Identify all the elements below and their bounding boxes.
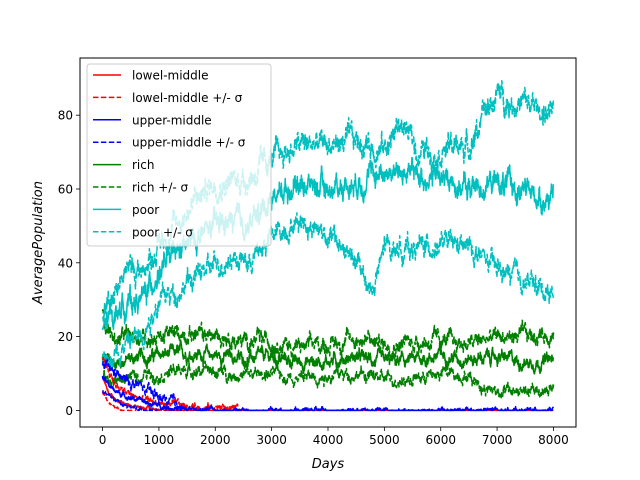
legend-label: rich	[132, 158, 154, 172]
series-line	[101, 391, 137, 412]
series-line	[102, 390, 160, 412]
series-line	[101, 340, 555, 375]
series-line	[101, 358, 183, 412]
legend-label: lowel-middle +/- σ	[132, 91, 243, 105]
x-axis-label: Days	[312, 457, 345, 472]
x-tick-label: 1000	[144, 433, 175, 447]
x-tick-label: 3000	[256, 433, 287, 447]
y-tick-label: 80	[58, 109, 73, 123]
legend-label: lowel-middle	[132, 69, 209, 83]
x-tick-label: 6000	[425, 433, 456, 447]
legend: lowel-middle lowel-middle +/- σ upper-midd…	[86, 63, 272, 247]
y-axis-ticks: 0 20 40 60 80	[58, 109, 80, 418]
y-tick-label: 40	[58, 256, 73, 270]
y-tick-label: 60	[58, 182, 73, 196]
series-line	[101, 156, 554, 331]
series-layer	[101, 80, 555, 412]
x-tick-label: 5000	[369, 433, 400, 447]
x-tick-label: 8000	[538, 433, 569, 447]
y-tick-label: 0	[65, 404, 73, 418]
x-tick-label: 4000	[313, 433, 344, 447]
series-line	[101, 308, 555, 361]
legend-label: upper-middle +/- σ	[132, 136, 246, 150]
series-line	[101, 212, 555, 371]
series-line	[102, 360, 555, 400]
legend-label: poor	[132, 203, 159, 217]
legend-label: rich +/- σ	[132, 181, 189, 195]
legend-label: poor +/- σ	[132, 225, 193, 239]
x-axis-ticks: 0 1000 2000 3000 4000 5000 6000 7000 8000	[99, 427, 569, 447]
legend-box	[86, 63, 272, 247]
x-tick-label: 7000	[482, 433, 513, 447]
y-tick-label: 20	[58, 330, 73, 344]
x-tick-label: 0	[99, 433, 107, 447]
x-tick-label: 2000	[200, 433, 231, 447]
legend-label: upper-middle	[132, 113, 212, 127]
y-axis-label: AveragePopulation	[31, 181, 46, 305]
